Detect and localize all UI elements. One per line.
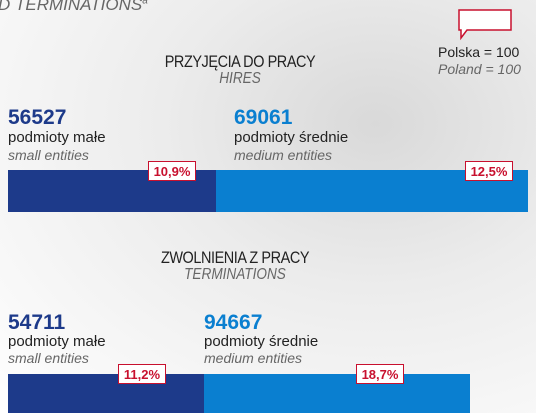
group-value: 56527 xyxy=(8,106,67,129)
group-label: podmioty małe xyxy=(8,129,106,146)
legend-box xyxy=(458,9,512,41)
title-text: D TERMINATIONS xyxy=(0,0,143,14)
group-label-en: small entities xyxy=(8,350,89,366)
bar-medium xyxy=(204,374,470,413)
group-label-en: medium entities xyxy=(234,147,333,163)
share-label: 10,9% xyxy=(148,161,196,181)
share-label: 12,5% xyxy=(465,161,513,181)
group-label: podmioty średnie xyxy=(204,333,319,350)
group-label-en: small entities xyxy=(8,147,89,163)
share-label: 11,2% xyxy=(118,364,166,384)
group-label-en: medium entities xyxy=(204,350,303,366)
legend-label: Polska = 100 xyxy=(438,44,520,60)
group-label: podmioty małe xyxy=(8,333,106,350)
section-title-en: TERMINATIONS xyxy=(184,266,286,283)
legend-marker xyxy=(458,9,512,41)
legend-label-en: Poland = 100 xyxy=(438,61,521,77)
group-value: 69061 xyxy=(234,106,293,129)
share-label: 18,7% xyxy=(356,364,404,384)
bar-small xyxy=(8,374,204,413)
section-title-en: HIRES xyxy=(219,70,261,87)
group-value: 54711 xyxy=(8,311,66,334)
group-value: 94667 xyxy=(204,311,263,334)
section-title: ZWOLNIENIA Z PRACY xyxy=(160,248,310,267)
group-label: podmioty średnie xyxy=(234,129,349,146)
page-title: D TERMINATIONSa xyxy=(0,0,148,13)
note-mark: a xyxy=(142,0,148,7)
section-title: PRZYJĘCIA DO PRACY xyxy=(164,52,316,71)
